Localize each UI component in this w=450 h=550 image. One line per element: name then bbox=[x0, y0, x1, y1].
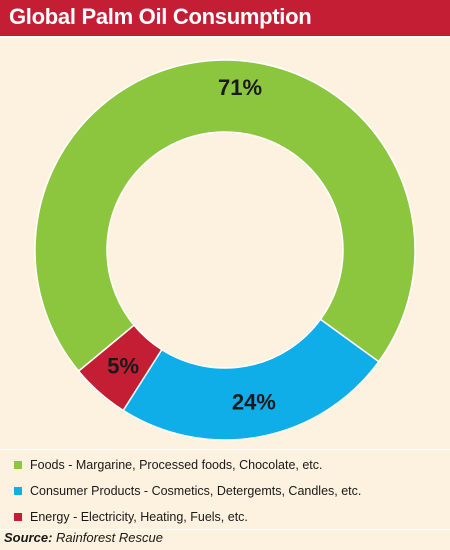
slice-energy bbox=[77, 324, 163, 412]
legend-swatch-foods bbox=[14, 461, 22, 469]
source-divider bbox=[0, 529, 450, 530]
slice-consumer bbox=[122, 318, 380, 441]
data-label-consumer: 24% bbox=[232, 389, 276, 414]
donut-chart: 71% 24% 5% bbox=[34, 59, 416, 441]
chart-title: Global Palm Oil Consumption bbox=[9, 4, 312, 29]
legend-item-foods: Foods - Margarine, Processed foods, Choc… bbox=[14, 452, 361, 478]
legend-swatch-consumer bbox=[14, 487, 22, 495]
title-bar: Global Palm Oil Consumption bbox=[0, 0, 450, 38]
source-credit: Source: Rainforest Rescue bbox=[4, 530, 163, 545]
legend-item-energy: Energy - Electricity, Heating, Fuels, et… bbox=[14, 504, 361, 530]
legend-label-consumer: Consumer Products - Cosmetics, Detergemt… bbox=[30, 484, 362, 498]
legend-top-divider bbox=[0, 449, 450, 450]
legend-label-foods: Foods - Margarine, Processed foods, Choc… bbox=[30, 458, 323, 472]
legend-label-energy: Energy - Electricity, Heating, Fuels, et… bbox=[30, 510, 248, 524]
legend-item-consumer: Consumer Products - Cosmetics, Detergemt… bbox=[14, 478, 361, 504]
source-prefix: Source: bbox=[4, 530, 53, 545]
source-text: Rainforest Rescue bbox=[56, 530, 163, 545]
slice-foods bbox=[34, 59, 416, 373]
data-label-energy: 5% bbox=[107, 354, 139, 379]
legend-swatch-energy bbox=[14, 513, 22, 521]
legend: Foods - Margarine, Processed foods, Choc… bbox=[14, 452, 361, 530]
data-label-foods: 71% bbox=[218, 75, 262, 100]
